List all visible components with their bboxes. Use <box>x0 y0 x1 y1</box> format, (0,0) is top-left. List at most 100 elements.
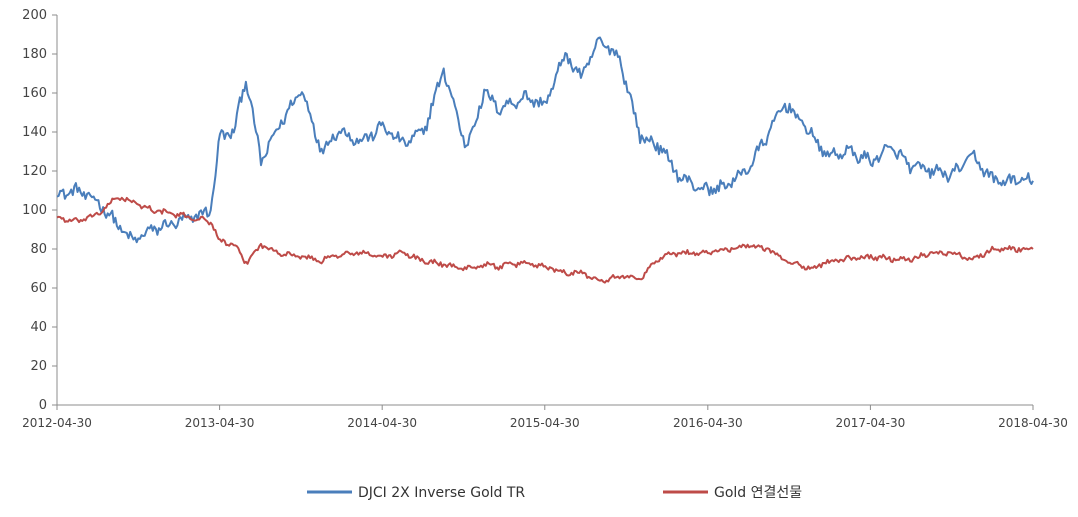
data-point <box>809 268 811 270</box>
x-tick-label: 2018-04-30 <box>998 416 1068 430</box>
data-point <box>870 256 872 258</box>
data-point <box>952 174 954 176</box>
data-point <box>382 125 384 127</box>
data-point <box>210 209 212 211</box>
data-point <box>544 266 546 268</box>
x-tick-label: 2012-04-30 <box>22 416 92 430</box>
data-point <box>748 244 750 246</box>
data-point <box>301 88 303 90</box>
data-point <box>1032 248 1034 250</box>
data-point <box>784 102 786 104</box>
data-point <box>131 201 133 203</box>
data-point <box>321 151 323 153</box>
data-point <box>580 77 582 79</box>
data-point <box>993 180 995 182</box>
data-point <box>660 256 662 258</box>
data-point <box>172 213 174 215</box>
y-tick-label: 160 <box>22 86 47 101</box>
data-point <box>565 53 567 55</box>
series-layer <box>56 36 1034 284</box>
data-point <box>639 135 641 137</box>
data-point <box>466 147 468 149</box>
data-point <box>911 258 913 260</box>
data-point <box>748 166 750 168</box>
y-tick-label: 40 <box>30 320 47 335</box>
data-point <box>890 147 892 149</box>
data-point <box>301 256 303 258</box>
data-point <box>993 248 995 250</box>
data-point <box>1032 180 1034 182</box>
data-point <box>639 278 641 280</box>
data-point <box>544 104 546 106</box>
legend-label: Gold 연결선물 <box>714 485 802 501</box>
data-point <box>337 254 339 256</box>
data-point <box>524 96 526 98</box>
data-point <box>680 252 682 254</box>
data-point <box>382 256 384 258</box>
data-point <box>499 108 501 110</box>
data-point <box>619 57 621 59</box>
data-point <box>499 266 501 268</box>
data-point <box>599 279 601 281</box>
data-point <box>660 147 662 149</box>
data-point <box>219 240 221 242</box>
data-point <box>361 141 363 143</box>
data-point <box>911 166 913 168</box>
x-tick-label: 2014-04-30 <box>347 416 417 430</box>
x-tick-label: 2013-04-30 <box>185 416 255 430</box>
data-point <box>233 244 235 246</box>
data-point <box>972 258 974 260</box>
data-point <box>98 213 100 215</box>
data-point <box>483 92 485 94</box>
data-point <box>402 143 404 145</box>
data-point <box>707 190 709 192</box>
legend-item-1: DJCI 2X Inverse Gold TR <box>307 485 525 501</box>
data-point <box>402 252 404 254</box>
data-point <box>769 131 771 133</box>
data-point <box>56 217 58 219</box>
data-point <box>784 260 786 262</box>
data-point <box>77 221 79 223</box>
data-point <box>728 184 730 186</box>
data-point <box>260 244 262 246</box>
data-point <box>131 240 133 242</box>
data-point <box>152 209 154 211</box>
y-tick-label: 60 <box>30 281 47 296</box>
y-tick-label: 0 <box>39 398 47 413</box>
x-tick-label: 2017-04-30 <box>836 416 906 430</box>
data-point <box>728 248 730 250</box>
series-line-1 <box>56 36 1034 244</box>
legend-label: DJCI 2X Inverse Gold TR <box>358 485 525 501</box>
data-point <box>233 131 235 133</box>
x-tick-label: 2016-04-30 <box>673 416 743 430</box>
data-point <box>260 161 262 163</box>
y-tick-label: 200 <box>22 8 47 23</box>
series-line-2 <box>56 196 1034 284</box>
data-point <box>524 262 526 264</box>
data-point <box>825 262 827 264</box>
data-point <box>619 276 621 278</box>
data-point <box>245 77 247 79</box>
data-point <box>443 264 445 266</box>
y-tick-label: 180 <box>22 47 47 62</box>
legend-item-2: Gold 연결선물 <box>663 485 802 501</box>
data-point <box>483 264 485 266</box>
data-point <box>118 196 120 198</box>
data-point <box>599 40 601 42</box>
x-axis: 2012-04-30 2013-04-30 2014-04-30 2015-04-30… <box>22 404 1068 430</box>
data-point <box>423 131 425 133</box>
data-point <box>321 260 323 262</box>
data-point <box>56 194 58 196</box>
data-point <box>423 260 425 262</box>
data-point <box>809 131 811 133</box>
data-point <box>172 223 174 225</box>
data-point <box>769 248 771 250</box>
y-axis: 0 20 40 60 80 100 120 140 160 180 200 <box>22 8 58 413</box>
data-point <box>972 155 974 157</box>
data-point <box>565 272 567 274</box>
y-tick-label: 20 <box>30 359 47 374</box>
data-point <box>952 252 954 254</box>
data-point <box>931 170 933 172</box>
x-tick-label: 2015-04-30 <box>510 416 580 430</box>
data-point <box>118 225 120 227</box>
